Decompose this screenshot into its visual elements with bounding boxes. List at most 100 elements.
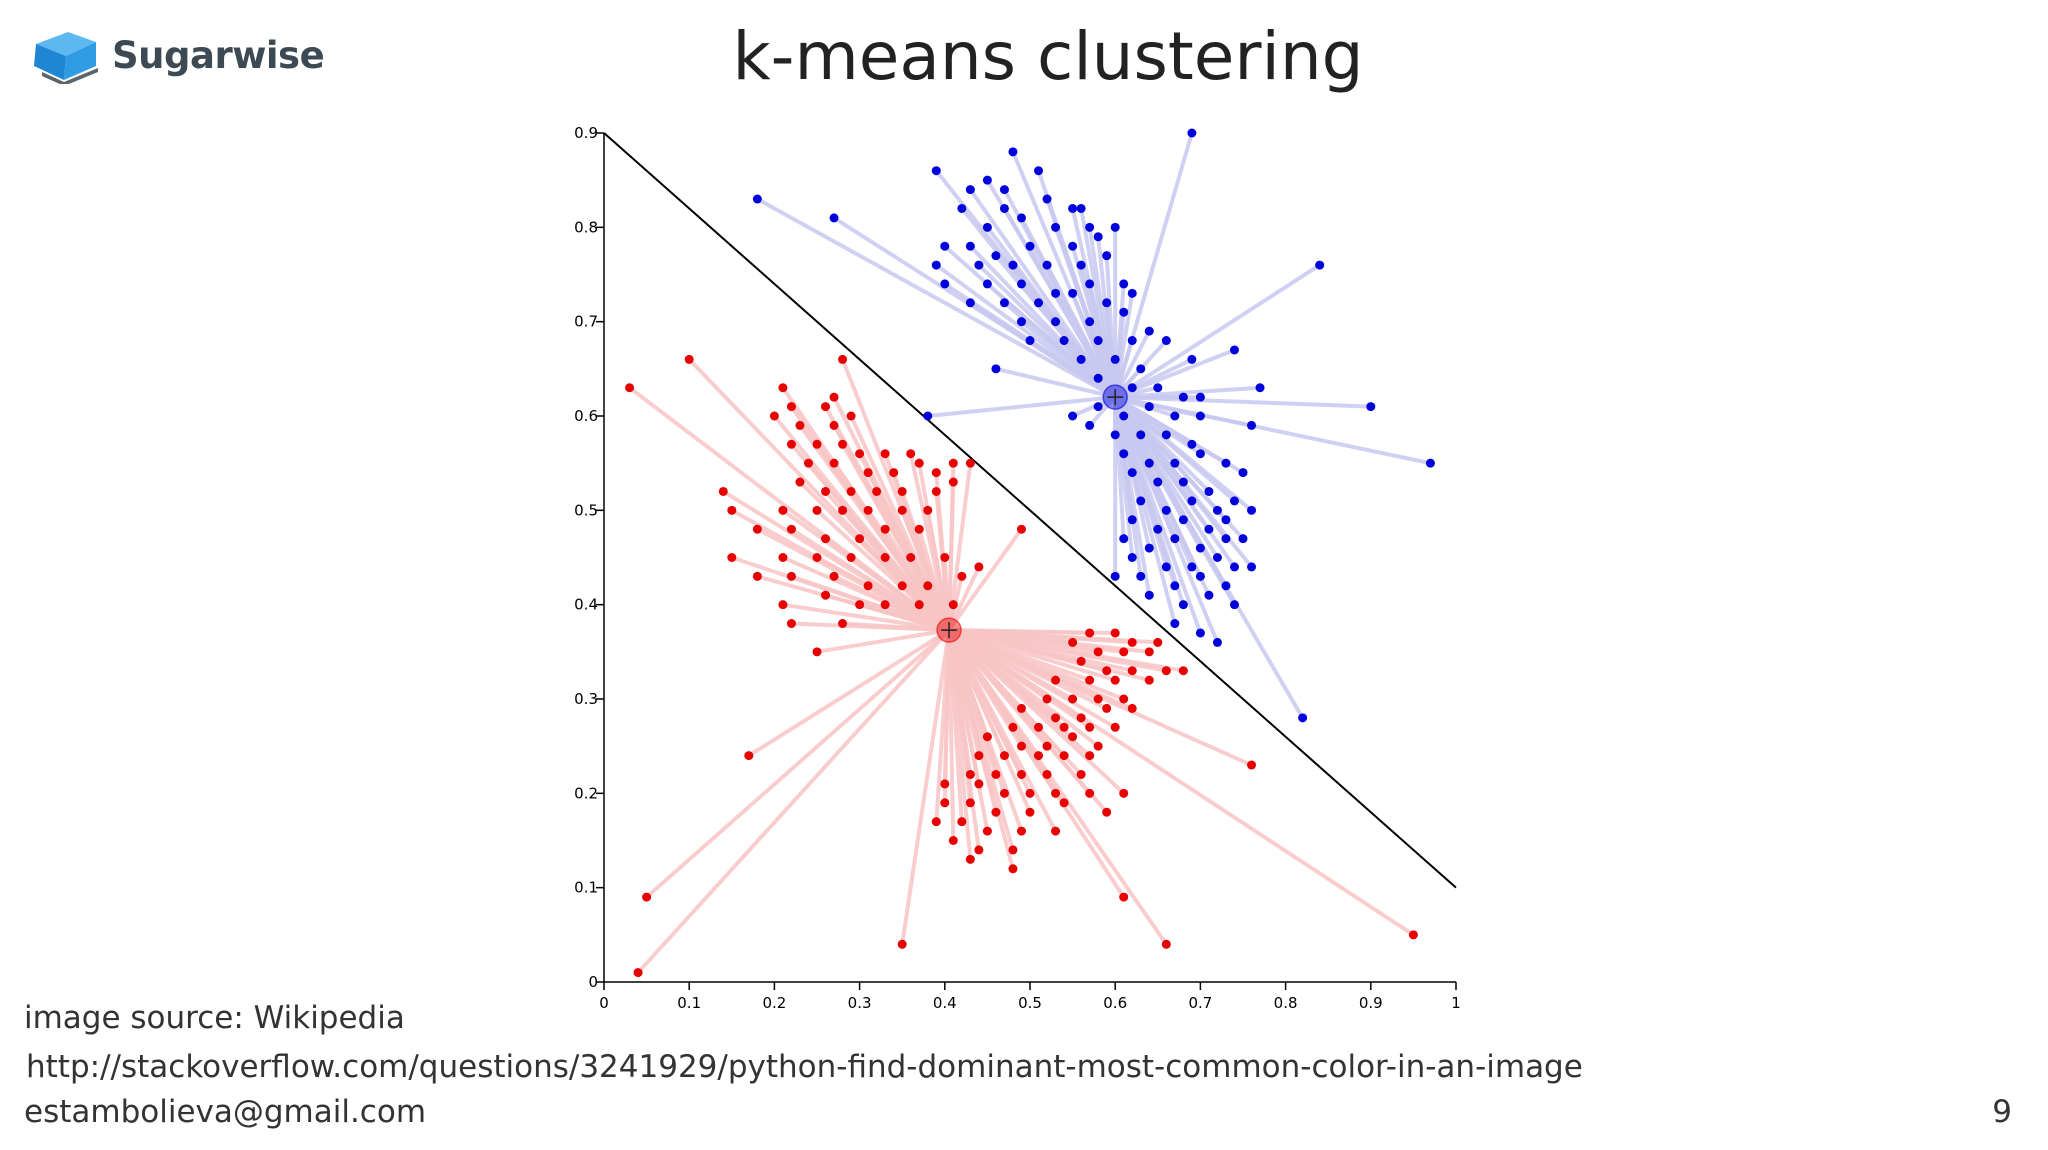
data-point xyxy=(931,468,941,478)
data-point xyxy=(1034,722,1044,732)
data-point xyxy=(1204,590,1214,600)
data-point xyxy=(1161,505,1171,515)
assignment-line xyxy=(934,630,952,822)
data-point xyxy=(897,939,907,949)
data-point xyxy=(1085,722,1095,732)
data-point xyxy=(821,402,831,412)
data-point xyxy=(1051,713,1061,723)
data-point xyxy=(1229,496,1239,506)
data-point xyxy=(1255,383,1265,393)
data-point xyxy=(1144,675,1154,685)
data-point xyxy=(991,364,1001,374)
data-point xyxy=(1093,402,1103,412)
data-point xyxy=(1016,769,1026,779)
data-point xyxy=(1042,260,1052,270)
data-point xyxy=(1110,571,1120,581)
data-point xyxy=(1127,468,1137,478)
assignment-line xyxy=(1114,395,1245,475)
centroids xyxy=(936,384,1128,643)
data-point xyxy=(778,600,788,610)
data-point xyxy=(1187,496,1197,506)
data-point xyxy=(940,779,950,789)
data-point xyxy=(1187,562,1197,572)
data-point xyxy=(1144,402,1154,412)
assignment-line xyxy=(1088,395,1117,427)
data-point xyxy=(1170,619,1180,629)
assignment-line xyxy=(917,528,951,631)
data-point xyxy=(1221,515,1231,525)
data-point xyxy=(1170,458,1180,468)
data-point xyxy=(1119,788,1129,798)
assignment-line xyxy=(1113,395,1253,512)
data-point xyxy=(744,751,754,761)
data-point xyxy=(1204,524,1214,534)
data-point xyxy=(1034,298,1044,308)
data-point xyxy=(1144,590,1154,600)
data-point xyxy=(931,166,941,176)
data-point xyxy=(940,241,950,251)
data-point xyxy=(1127,553,1137,562)
data-point xyxy=(1170,581,1180,591)
data-point xyxy=(1408,930,1418,940)
data-point xyxy=(982,826,992,836)
y-tick-label: 0.6 xyxy=(574,407,598,425)
assignment-line xyxy=(947,628,1168,946)
assignment-line xyxy=(948,628,1150,654)
assignment-line xyxy=(900,629,952,945)
data-point xyxy=(812,647,822,657)
data-point xyxy=(948,477,958,487)
data-points xyxy=(625,128,1435,978)
data-point xyxy=(1076,769,1086,779)
x-tick-label: 0.6 xyxy=(1103,994,1127,1010)
data-point xyxy=(1016,279,1026,289)
data-point xyxy=(1068,411,1078,421)
data-point xyxy=(1016,317,1026,327)
slide-title: k-means clustering xyxy=(732,18,1364,95)
data-point xyxy=(1008,147,1018,157)
data-point xyxy=(752,571,762,581)
data-point xyxy=(914,600,924,610)
assignment-line xyxy=(1113,367,1143,399)
data-point xyxy=(914,458,924,468)
chart-axes: 0 0.1 0.2 0.3 0.4 0.5 0.6 0.7 0.8 0.9 1 0 0.1 0.2 0.3 0… xyxy=(574,124,1461,1010)
assignment-line xyxy=(1053,292,1117,399)
assignment-line xyxy=(947,528,1024,632)
data-point xyxy=(999,203,1009,213)
data-point xyxy=(1144,326,1154,336)
data-point xyxy=(786,402,796,412)
data-point xyxy=(1093,694,1103,704)
data-point xyxy=(1119,449,1129,459)
data-point xyxy=(931,817,941,827)
data-point xyxy=(931,486,941,496)
assignment-line xyxy=(947,628,1100,748)
data-point xyxy=(1085,628,1095,638)
data-point xyxy=(1195,628,1205,638)
data-point xyxy=(965,798,975,808)
data-point xyxy=(1170,534,1180,544)
data-point xyxy=(897,505,907,515)
data-point xyxy=(1195,571,1205,581)
assignment-line xyxy=(948,628,1184,673)
y-tick-label: 0.7 xyxy=(574,313,598,331)
x-tick-label: 0.5 xyxy=(1018,994,1042,1010)
data-point xyxy=(1136,430,1146,440)
data-point xyxy=(1110,354,1120,364)
data-point xyxy=(1051,826,1061,836)
data-point xyxy=(1076,260,1086,270)
data-point xyxy=(1025,788,1035,798)
assignment-line xyxy=(1113,395,1237,569)
data-point xyxy=(931,260,941,270)
reference-url[interactable]: http://stackoverflow.com/questions/32419… xyxy=(26,1049,1583,1085)
data-point xyxy=(1068,288,1078,298)
data-point xyxy=(1059,798,1069,808)
data-point xyxy=(1016,213,1026,223)
assignment-line xyxy=(790,527,951,632)
data-point xyxy=(1136,571,1146,581)
data-point xyxy=(829,213,839,223)
data-point xyxy=(846,486,856,496)
data-point xyxy=(863,505,873,515)
data-point xyxy=(1042,194,1052,204)
data-point xyxy=(999,298,1009,308)
data-point xyxy=(1085,788,1095,798)
assignment-line xyxy=(925,584,951,632)
